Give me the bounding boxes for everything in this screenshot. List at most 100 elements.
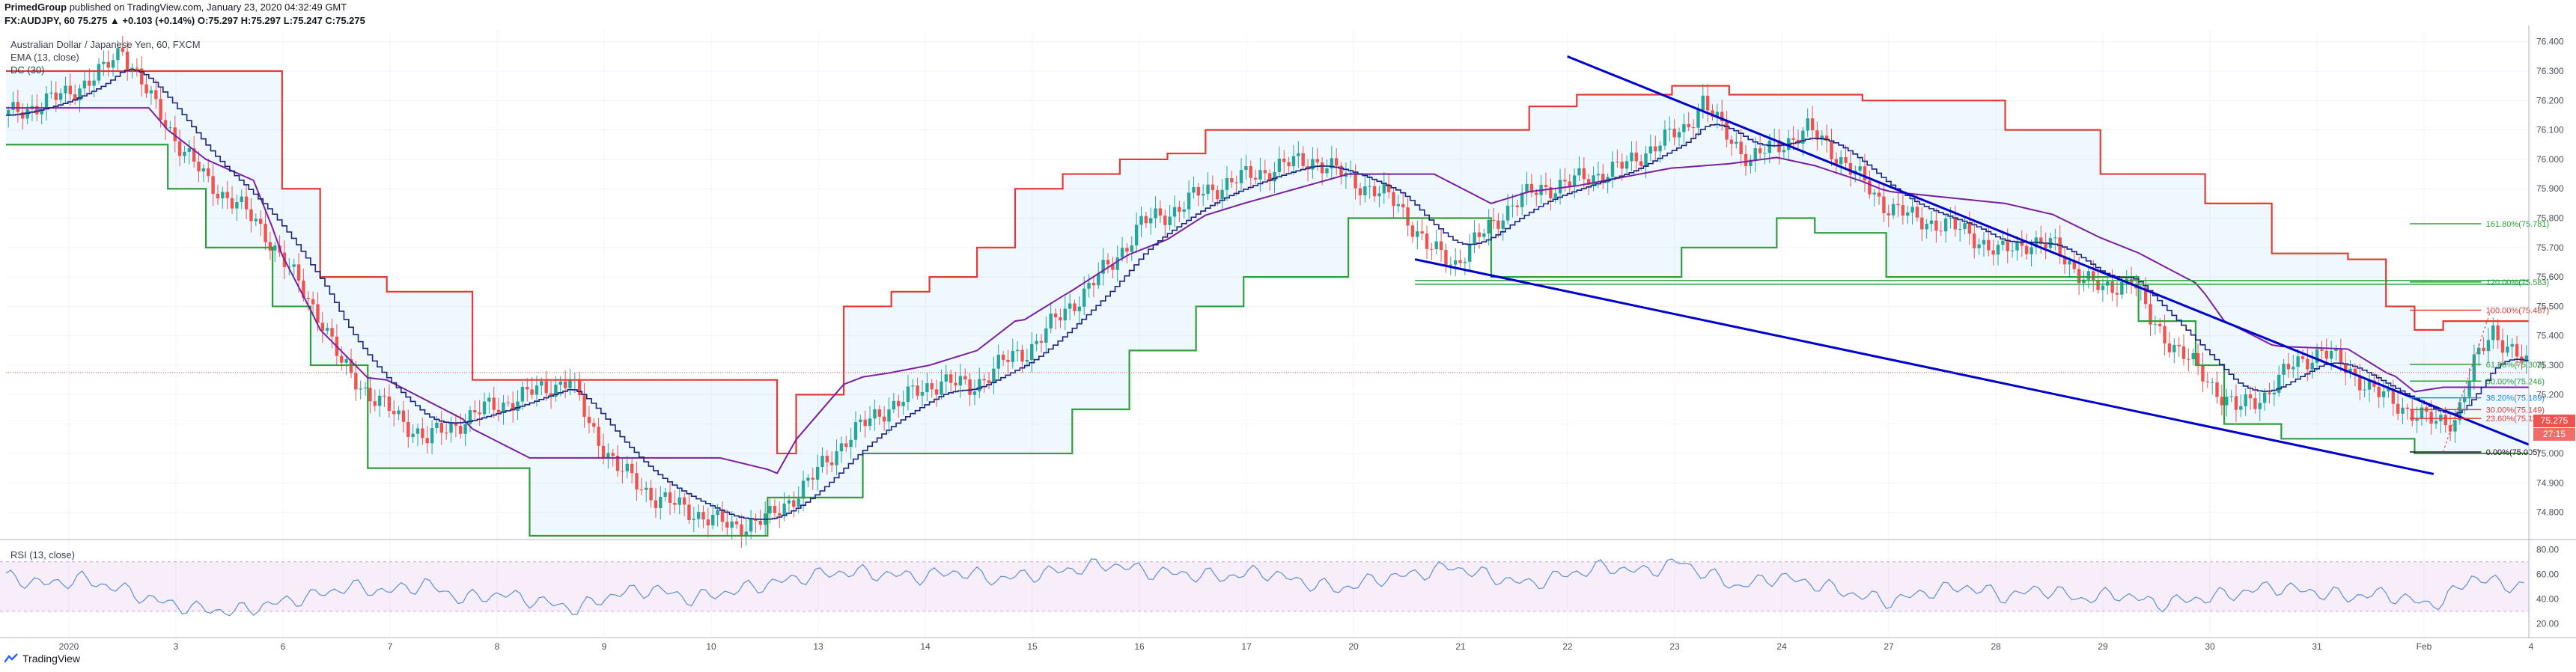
candle-body [873,409,877,419]
candle-body [778,513,782,516]
candle-body [1253,177,1258,180]
candle-body [901,402,905,406]
candle-body [1035,340,1038,344]
candle-body [592,423,596,427]
candle-body [820,456,824,467]
candle-body [1925,224,1928,230]
candle-body [463,424,467,434]
candle-body [1073,303,1077,311]
candle-body [1672,129,1676,138]
candle-body [292,264,296,267]
candle-body [1830,140,1833,159]
rsi-legend[interactable]: RSI (13, close) [10,549,75,560]
drawings[interactable]: 161.80%(75.781) 120.00%(75.583) 100.00%(75… [6,55,2549,475]
candle-body [1030,343,1034,360]
candle-body [1287,162,1291,167]
ema-legend[interactable]: EMA (13, close) [10,52,79,63]
candle-body [1082,288,1086,307]
candle-body [526,386,529,390]
candle-body [397,410,401,415]
candle-body [2462,397,2467,403]
candle-body [1020,349,1024,362]
candle-body [2044,244,2047,248]
candle-body [1277,158,1282,172]
rsi-tick-label: 20.00 [2536,618,2559,629]
candle-body [611,453,615,456]
candle-body [2253,398,2257,409]
candle-body [1001,355,1005,360]
candle-body [2448,425,2452,432]
candle-body [1520,192,1524,207]
candle-body [577,379,582,396]
candle-body [1648,146,1653,154]
candle-body [940,381,943,395]
rsi-band [0,561,2529,611]
candle-body [2324,350,2328,359]
candle-body [111,60,115,68]
candle-body [1973,233,1976,248]
trendline [1567,55,2530,446]
candle-body [1458,260,1462,263]
publish-info: published on TradingView.com, January 23… [69,1,347,13]
candle-body [2082,279,2086,284]
candle-body [2058,237,2062,257]
rsi-tick-label: 60.00 [2536,569,2559,579]
candle-body [473,410,477,413]
candle-body [1401,204,1405,208]
candle-body [1744,153,1748,166]
symbol-line: FX:AUDJPY, 60 75.275 ▲ +0.103 (+0.14%) O… [4,15,365,26]
candle-body [1620,162,1624,169]
candle-body [2106,281,2110,286]
candle-body [73,94,77,100]
candle-body [696,512,701,519]
candle-body [773,506,777,513]
candle-body [1192,186,1196,193]
candle-body [1025,359,1029,362]
candle-body [2443,415,2447,426]
candle-body [1848,162,1853,175]
candle-body [1363,186,1367,195]
candle-body [1392,192,1395,207]
candle-body [502,402,505,413]
candle-body [377,395,382,406]
candle-body [720,510,725,522]
candle-body [1144,216,1148,224]
candle-body [183,151,186,156]
candle-body [958,376,963,386]
candle-body [1806,118,1809,131]
series-legend[interactable]: Australian Dollar / Japanese Yen, 60, FX… [10,39,201,50]
candle-body [2472,354,2476,381]
candle-body [482,401,487,415]
candle-body [316,304,320,323]
candle-body [349,358,353,373]
candle-body [478,412,481,415]
candle-body [144,84,148,94]
candle-body [459,425,463,434]
candle-body [2515,343,2519,357]
candle-body [1449,264,1453,266]
candle-body [1097,273,1100,286]
candle-body [35,106,39,114]
candle-body [1130,245,1133,252]
candle-body [1358,188,1362,195]
candle-body [496,409,501,413]
candle-body [249,209,253,222]
candle-body [330,328,334,337]
candle-body [187,148,192,152]
candle-body [1491,219,1496,221]
candle-body [1791,138,1795,140]
candle-body [1563,180,1567,182]
candle-body [2372,380,2376,387]
candle-body [2343,364,2348,373]
candle-body [392,411,396,415]
candle-body [1330,158,1334,168]
tradingview-footer[interactable]: TradingView [4,653,80,665]
dc-legend[interactable]: DC (30) [10,64,45,76]
candle-body [996,355,1000,369]
candle-body [1477,232,1482,237]
candle-body [1077,306,1082,311]
candle-body [1868,180,1872,195]
candle-body [1691,126,1696,128]
candle-body [582,395,586,417]
